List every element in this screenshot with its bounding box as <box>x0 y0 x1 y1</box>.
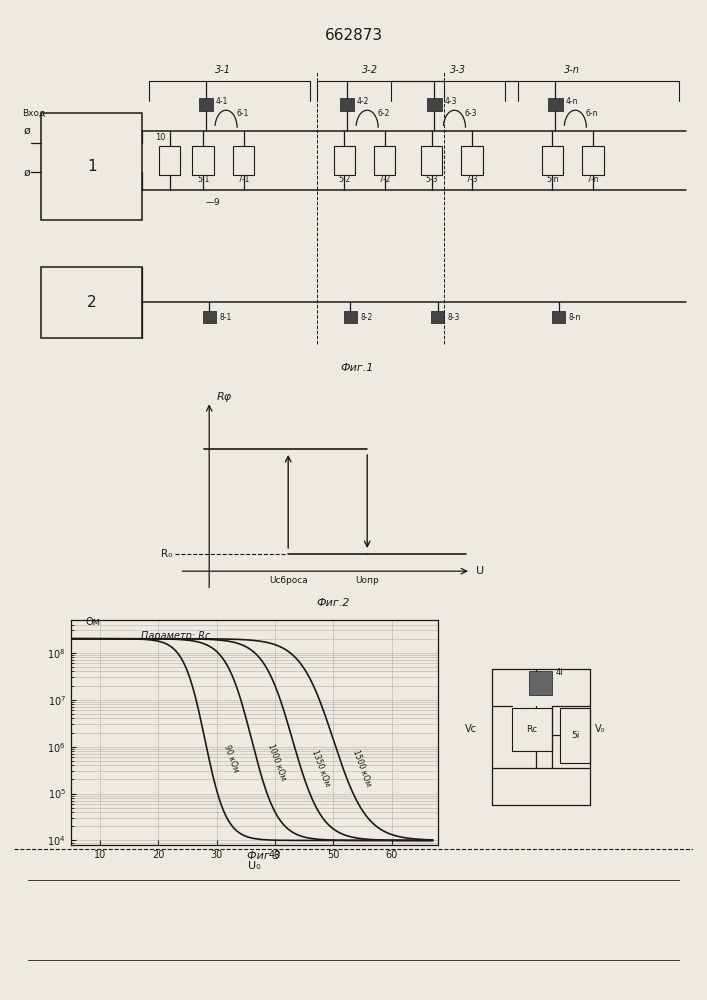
Text: 662873: 662873 <box>325 27 382 42</box>
Bar <box>542 146 563 175</box>
Text: R₀: R₀ <box>160 549 172 559</box>
Text: 5i: 5i <box>571 731 579 740</box>
Bar <box>339 98 354 111</box>
Text: 7-n: 7-n <box>587 175 599 184</box>
Bar <box>344 311 357 323</box>
Text: 7-2: 7-2 <box>378 175 391 184</box>
Text: 10: 10 <box>156 133 166 142</box>
Text: 6-n: 6-n <box>585 109 598 118</box>
Text: 5-3: 5-3 <box>426 175 438 184</box>
Bar <box>202 311 216 323</box>
Bar <box>551 311 566 323</box>
X-axis label: U₀: U₀ <box>248 861 261 871</box>
Bar <box>512 708 552 751</box>
Bar <box>199 98 214 111</box>
Text: ø: ø <box>23 126 30 136</box>
Text: 4-2: 4-2 <box>357 97 370 106</box>
Text: 4-1: 4-1 <box>216 97 228 106</box>
Text: Uопр: Uопр <box>356 576 379 585</box>
Text: 8-1: 8-1 <box>219 313 232 322</box>
Bar <box>233 146 255 175</box>
Text: Ом: Ом <box>86 617 100 627</box>
Text: Параметр: Rс: Параметр: Rс <box>141 631 210 641</box>
Text: 5-1: 5-1 <box>197 175 209 184</box>
Text: Vc: Vc <box>464 724 477 734</box>
Text: 4i: 4i <box>556 668 563 677</box>
Text: 1350 кОм: 1350 кОм <box>310 748 332 787</box>
Text: Фиг.1: Фиг.1 <box>340 363 374 373</box>
Text: U: U <box>476 566 484 576</box>
Bar <box>421 146 443 175</box>
Text: 4-n: 4-n <box>566 97 578 106</box>
Bar <box>41 113 142 220</box>
Text: 3-3: 3-3 <box>450 65 466 75</box>
Text: 7-3: 7-3 <box>466 175 478 184</box>
Text: Фиг 3: Фиг 3 <box>247 851 280 861</box>
Text: 1500 кОм: 1500 кОм <box>351 748 373 787</box>
Text: 2: 2 <box>87 295 97 310</box>
Text: —9: —9 <box>206 198 221 207</box>
Bar <box>582 146 604 175</box>
Text: 6-3: 6-3 <box>464 109 477 118</box>
Bar <box>374 146 395 175</box>
Text: ø: ø <box>23 167 30 177</box>
Text: Фиг.2: Фиг.2 <box>316 598 349 608</box>
Text: 5-2: 5-2 <box>338 175 351 184</box>
Bar <box>461 146 483 175</box>
Bar <box>427 98 442 111</box>
Text: 3-n: 3-n <box>564 65 580 75</box>
Text: Rφ: Rφ <box>216 392 232 402</box>
Text: 6-1: 6-1 <box>236 109 249 118</box>
Text: 3-2: 3-2 <box>363 65 378 75</box>
Bar <box>192 146 214 175</box>
Text: 90 кОм: 90 кОм <box>223 743 240 773</box>
Bar <box>41 267 142 338</box>
Text: 1: 1 <box>87 159 97 174</box>
Bar <box>548 98 563 111</box>
Text: 1000 кОм: 1000 кОм <box>267 742 288 781</box>
Bar <box>431 311 444 323</box>
Text: 3-1: 3-1 <box>215 65 230 75</box>
Text: V₀: V₀ <box>595 724 605 734</box>
Text: 5-n: 5-n <box>547 175 559 184</box>
Text: 6-2: 6-2 <box>378 109 390 118</box>
Text: Uсброса: Uсброса <box>269 576 308 585</box>
Bar <box>561 708 590 762</box>
Text: 8-2: 8-2 <box>361 313 373 322</box>
Bar <box>530 671 552 694</box>
Text: 7-1: 7-1 <box>238 175 250 184</box>
Text: 8-3: 8-3 <box>448 313 460 322</box>
Text: 4-3: 4-3 <box>444 97 457 106</box>
Bar <box>334 146 355 175</box>
Text: Вход: Вход <box>23 109 46 118</box>
Text: 8-n: 8-n <box>568 313 581 322</box>
Text: Rc: Rc <box>526 725 537 734</box>
Bar <box>159 146 180 175</box>
